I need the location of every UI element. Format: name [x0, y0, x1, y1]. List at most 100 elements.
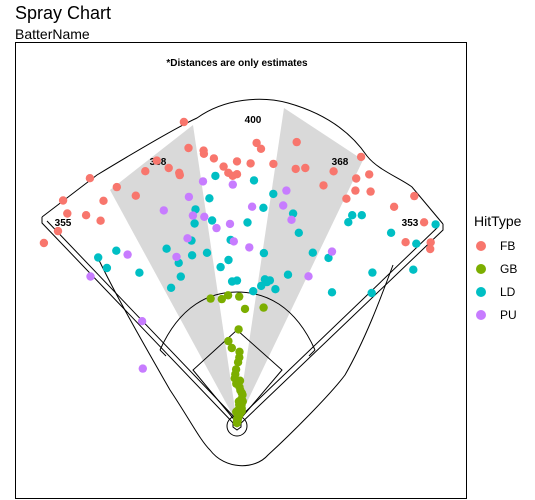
chart-title: Spray Chart: [15, 3, 112, 23]
point-ld-43: [102, 263, 112, 273]
point-fb-45: [319, 181, 328, 190]
point-fb-14: [175, 170, 184, 180]
point-gb-1: [217, 294, 226, 304]
point-fb-36: [401, 238, 410, 247]
legend-swatch-pu: [476, 310, 486, 320]
point-ld-1: [112, 246, 121, 255]
point-fb-24: [292, 137, 301, 147]
point-pu-3: [159, 206, 168, 215]
point-fb-6: [179, 117, 189, 127]
point-fb-32: [351, 186, 360, 195]
point-fb-38: [426, 244, 435, 254]
point-gb-3: [235, 292, 244, 301]
point-fb-20: [232, 157, 242, 166]
legend-title: HitType: [474, 213, 522, 229]
point-pu-16: [282, 186, 291, 195]
point-ld-15: [216, 262, 225, 272]
point-fb-11: [112, 182, 122, 192]
point-fb-44: [228, 171, 237, 180]
point-ld-46: [162, 244, 171, 253]
right-foul-line-inner: [236, 226, 439, 421]
point-fb-26: [301, 163, 310, 173]
point-ld-26: [257, 281, 266, 291]
point-fb-37: [426, 238, 435, 247]
point-fb-34: [410, 191, 419, 201]
point-ld-23: [259, 248, 269, 258]
point-ld-28: [271, 285, 280, 294]
point-ld-40: [357, 211, 366, 220]
point-fb-31: [366, 187, 375, 196]
point-fb-5: [184, 143, 193, 153]
infield-arc-edge-right: [308, 349, 316, 357]
outfield-wall: [41, 98, 444, 225]
infield-arc-edge-left: [159, 349, 167, 357]
point-fb-3: [96, 216, 105, 225]
legend-item-gb: GB: [476, 259, 517, 279]
point-fb-23: [256, 144, 266, 153]
legend-label-gb: GB: [500, 262, 518, 276]
point-fb-9: [131, 191, 140, 200]
point-ld-4: [187, 251, 197, 260]
plot-panel: [15, 42, 467, 499]
point-fb-29: [365, 170, 374, 179]
point-pu-6: [184, 192, 194, 202]
point-ld-20: [249, 176, 259, 185]
point-ld-30: [283, 270, 293, 279]
point-fb-0: [39, 238, 49, 248]
point-gb-5: [240, 304, 250, 314]
point-ld-32: [344, 218, 353, 227]
point-ld-14: [224, 255, 233, 265]
point-ld-3: [166, 283, 176, 292]
point-ld-21: [269, 189, 278, 199]
distance-label-right-line: 353: [402, 218, 419, 229]
point-ld-22: [259, 203, 268, 212]
point-ld-19: [243, 218, 252, 227]
point-ld-38: [412, 239, 421, 248]
point-ld-37: [431, 220, 440, 229]
point-ld-8: [190, 219, 199, 228]
backstop: [96, 255, 394, 467]
right-field-gap-wedge: [237, 108, 363, 423]
distance-note: *Distances are only estimates: [166, 58, 308, 69]
left-foul-line: [41, 217, 238, 428]
point-gb-8: [227, 343, 236, 353]
point-fb-27: [329, 167, 338, 176]
point-pu-10: [188, 211, 198, 220]
point-pu-19: [228, 180, 237, 189]
point-fb-18: [219, 162, 228, 171]
point-ld-33: [348, 211, 357, 220]
point-pu-18: [304, 272, 313, 281]
point-ld-10: [205, 194, 214, 203]
point-gb-7: [224, 336, 233, 346]
point-ld-35: [327, 288, 337, 297]
legend-swatch-fb: [476, 241, 486, 251]
right-foul-line: [236, 224, 444, 428]
legend-label-fb: FB: [500, 239, 516, 253]
point-ld-29: [265, 276, 275, 285]
infield-arc: [159, 291, 316, 351]
chart-subtitle: BatterName: [15, 26, 90, 42]
point-fb-7: [53, 226, 63, 236]
point-ld-11: [211, 171, 220, 181]
point-ld-12: [207, 216, 217, 225]
legend-item-ld: LD: [476, 282, 515, 302]
point-fb-42: [269, 159, 278, 169]
point-ld-36: [386, 228, 396, 237]
point-fb-22: [252, 138, 261, 148]
point-fb-28: [356, 152, 366, 162]
point-ld-13: [202, 248, 212, 257]
point-ld-41: [367, 288, 376, 298]
point-fb-40: [58, 196, 68, 205]
point-pu-9: [212, 223, 221, 233]
point-fb-33: [389, 202, 399, 211]
point-ld-0: [94, 253, 103, 262]
point-ld-5: [176, 272, 185, 281]
point-fb-39: [342, 194, 351, 203]
point-fb-35: [419, 218, 429, 227]
point-ld-2: [135, 268, 144, 277]
point-ld-45: [294, 228, 303, 237]
point-gb-6: [234, 325, 243, 334]
point-gb-0: [206, 294, 215, 303]
point-pu-4: [172, 252, 181, 262]
